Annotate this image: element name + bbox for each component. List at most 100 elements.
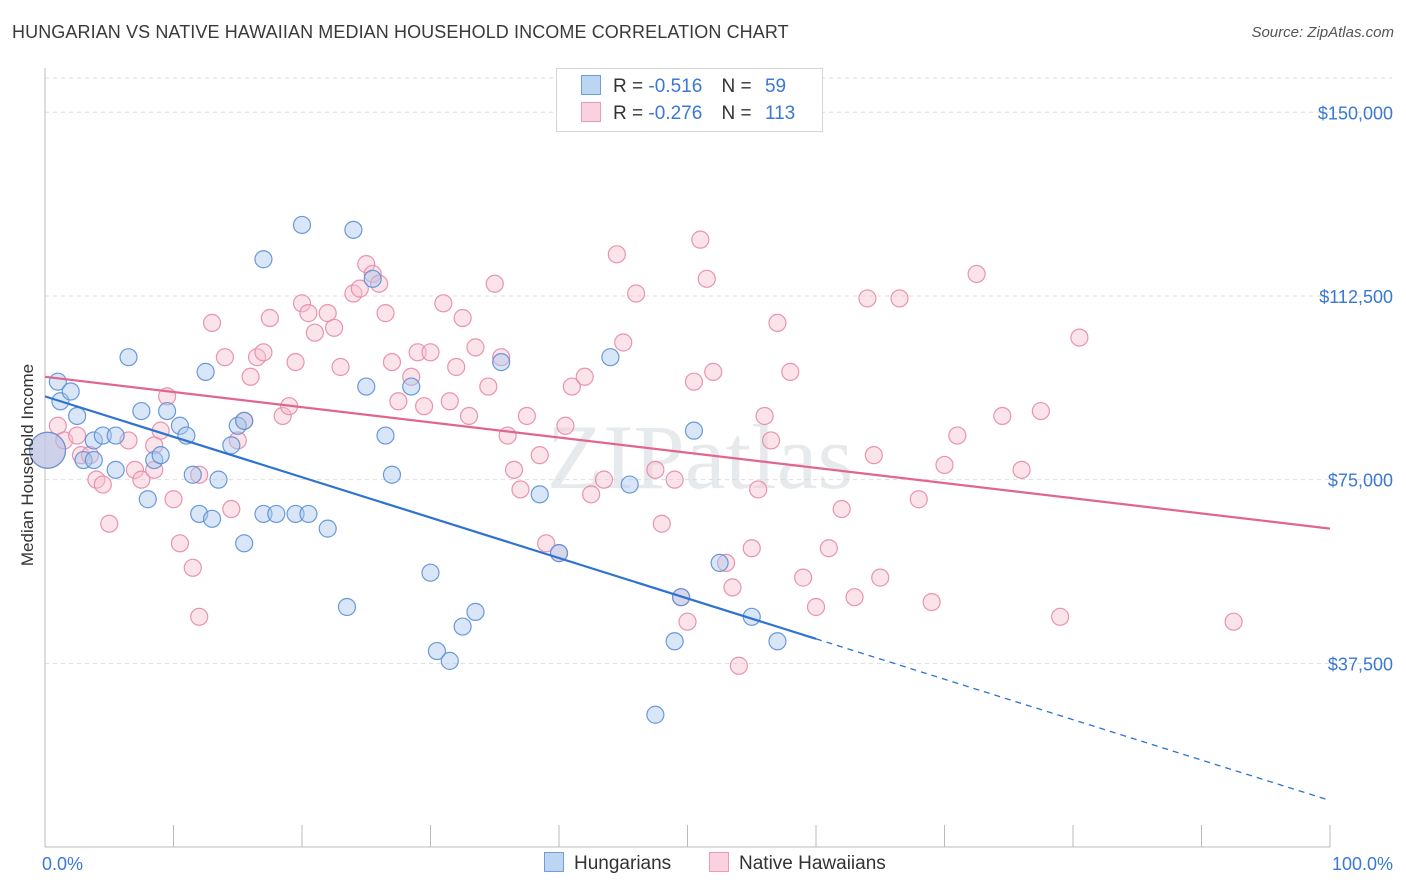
hungarian-point xyxy=(427,641,447,661)
hungarian-point xyxy=(453,617,472,636)
hawaiian-point xyxy=(202,313,222,333)
legend-r-label: R = xyxy=(613,103,644,124)
hawaiian-point xyxy=(421,343,440,362)
hawaiian-point xyxy=(864,446,883,465)
hawaiian-point xyxy=(125,460,145,479)
hawaiian-point xyxy=(498,426,517,445)
hawaiian-point xyxy=(704,362,723,381)
hawaiian-point xyxy=(459,406,479,426)
hawaiian-point xyxy=(286,352,305,372)
hawaiian-point xyxy=(806,597,826,617)
hawaiian-point xyxy=(652,514,671,533)
hawaiian-point xyxy=(556,416,575,435)
hawaiian-point xyxy=(845,588,864,607)
legend-swatch-blue xyxy=(581,75,601,95)
hawaiian-point xyxy=(684,372,704,391)
hawaiian-point xyxy=(492,348,511,367)
hungarian-point xyxy=(132,401,151,421)
hawaiian-point xyxy=(273,406,292,426)
hawaiian-point xyxy=(948,426,967,445)
hawaiian-point xyxy=(614,333,633,352)
legend-n-label: N = xyxy=(721,76,752,97)
hawaiian-point xyxy=(389,392,408,411)
hawaiian-point xyxy=(922,592,941,612)
legend-swatch-blue xyxy=(544,852,564,872)
hawaiian-point xyxy=(517,406,536,426)
hawaiian-point xyxy=(794,568,813,587)
legend-swatch-pink xyxy=(709,852,729,872)
hawaiian-point xyxy=(575,367,594,386)
legend-hungarians: Hungarians xyxy=(544,852,671,875)
hawaiian-point xyxy=(1012,460,1031,479)
hawaiian-point xyxy=(440,392,459,411)
hawaiian-point xyxy=(697,269,716,288)
hawaiian-point xyxy=(260,308,279,328)
hawaiian-point xyxy=(665,470,684,489)
hawaiian-point xyxy=(222,499,241,519)
hawaiian-point xyxy=(190,607,209,626)
hungarian-point xyxy=(209,470,228,489)
hawaiian-point xyxy=(781,362,800,381)
hungarian-point xyxy=(530,485,549,504)
legend-n-value: 113 xyxy=(764,103,796,124)
hawaiian-point xyxy=(215,348,234,367)
hawaiian-point xyxy=(511,480,530,499)
hawaiian-point xyxy=(466,338,485,357)
hungarian-point xyxy=(106,460,125,479)
hungarian-point xyxy=(84,431,103,450)
hungarian-point xyxy=(710,553,729,573)
hungarian-point xyxy=(267,504,286,524)
hawaiian-point xyxy=(132,470,151,489)
hawaiian-point xyxy=(363,264,382,284)
hawaiian-point xyxy=(768,313,787,333)
correlation-legend: R = -0.516 N = 59 R = -0.276 N = 113 xyxy=(556,68,823,132)
hawaiian-point xyxy=(408,343,427,362)
legend-r-label: R = xyxy=(613,76,644,97)
hungarian-point xyxy=(84,450,103,470)
hawaiian-point xyxy=(292,294,312,313)
hungarian-point xyxy=(492,352,511,372)
legend-r-value: -0.516 xyxy=(648,76,703,97)
legend-n-value: 59 xyxy=(764,76,787,97)
y-tick-label: $112,500 xyxy=(1319,287,1393,307)
hungarian-point xyxy=(61,382,80,401)
hawaiian-point xyxy=(100,514,119,533)
y-tick-label: $75,000 xyxy=(1328,471,1393,491)
hawaiian-point xyxy=(909,490,928,509)
hungarian-point xyxy=(344,220,363,239)
y-tick-label: $150,000 xyxy=(1318,103,1393,123)
y-tick-label: $37,500 xyxy=(1328,654,1393,674)
hungarian-point xyxy=(440,651,459,670)
hungarian-point xyxy=(93,426,112,445)
hungarian-point xyxy=(254,504,273,524)
hawaiian-point xyxy=(254,343,273,362)
hawaiian-point xyxy=(871,568,890,587)
hawaiians-trend-line xyxy=(44,375,1331,530)
legend-n-label: N = xyxy=(721,103,752,124)
hawaiian-point xyxy=(350,279,369,298)
legend-native-hawaiians: Native Hawaiians xyxy=(709,852,886,875)
tick-labels: $37,500 $75,000 $112,500 $150,000 0.0% 100.0% xyxy=(42,103,1393,874)
hawaiian-point xyxy=(485,274,504,293)
hawaiian-point xyxy=(170,534,190,553)
hawaiian-point xyxy=(582,485,601,504)
hawaiian-point xyxy=(164,490,183,509)
hawaiian-point xyxy=(819,539,838,558)
hawaiian-point xyxy=(749,480,768,499)
hungarian-point xyxy=(106,426,125,445)
hungarian-point xyxy=(357,377,376,396)
hungarian-point xyxy=(74,450,93,470)
hawaiian-point xyxy=(858,289,877,308)
hungarian-point xyxy=(601,348,620,367)
source-label: Source: ZipAtlas.com xyxy=(1251,24,1394,41)
hawaiian-point xyxy=(967,264,986,284)
hawaiian-point xyxy=(742,539,761,558)
hungarian-point xyxy=(28,431,67,469)
hungarian-point xyxy=(684,421,704,440)
hawaiian-point xyxy=(376,304,395,323)
legend-label: Native Hawaiians xyxy=(739,853,886,874)
hungarian-point xyxy=(183,465,202,484)
hungarian-point xyxy=(337,597,357,617)
hawaiian-point xyxy=(626,284,646,303)
